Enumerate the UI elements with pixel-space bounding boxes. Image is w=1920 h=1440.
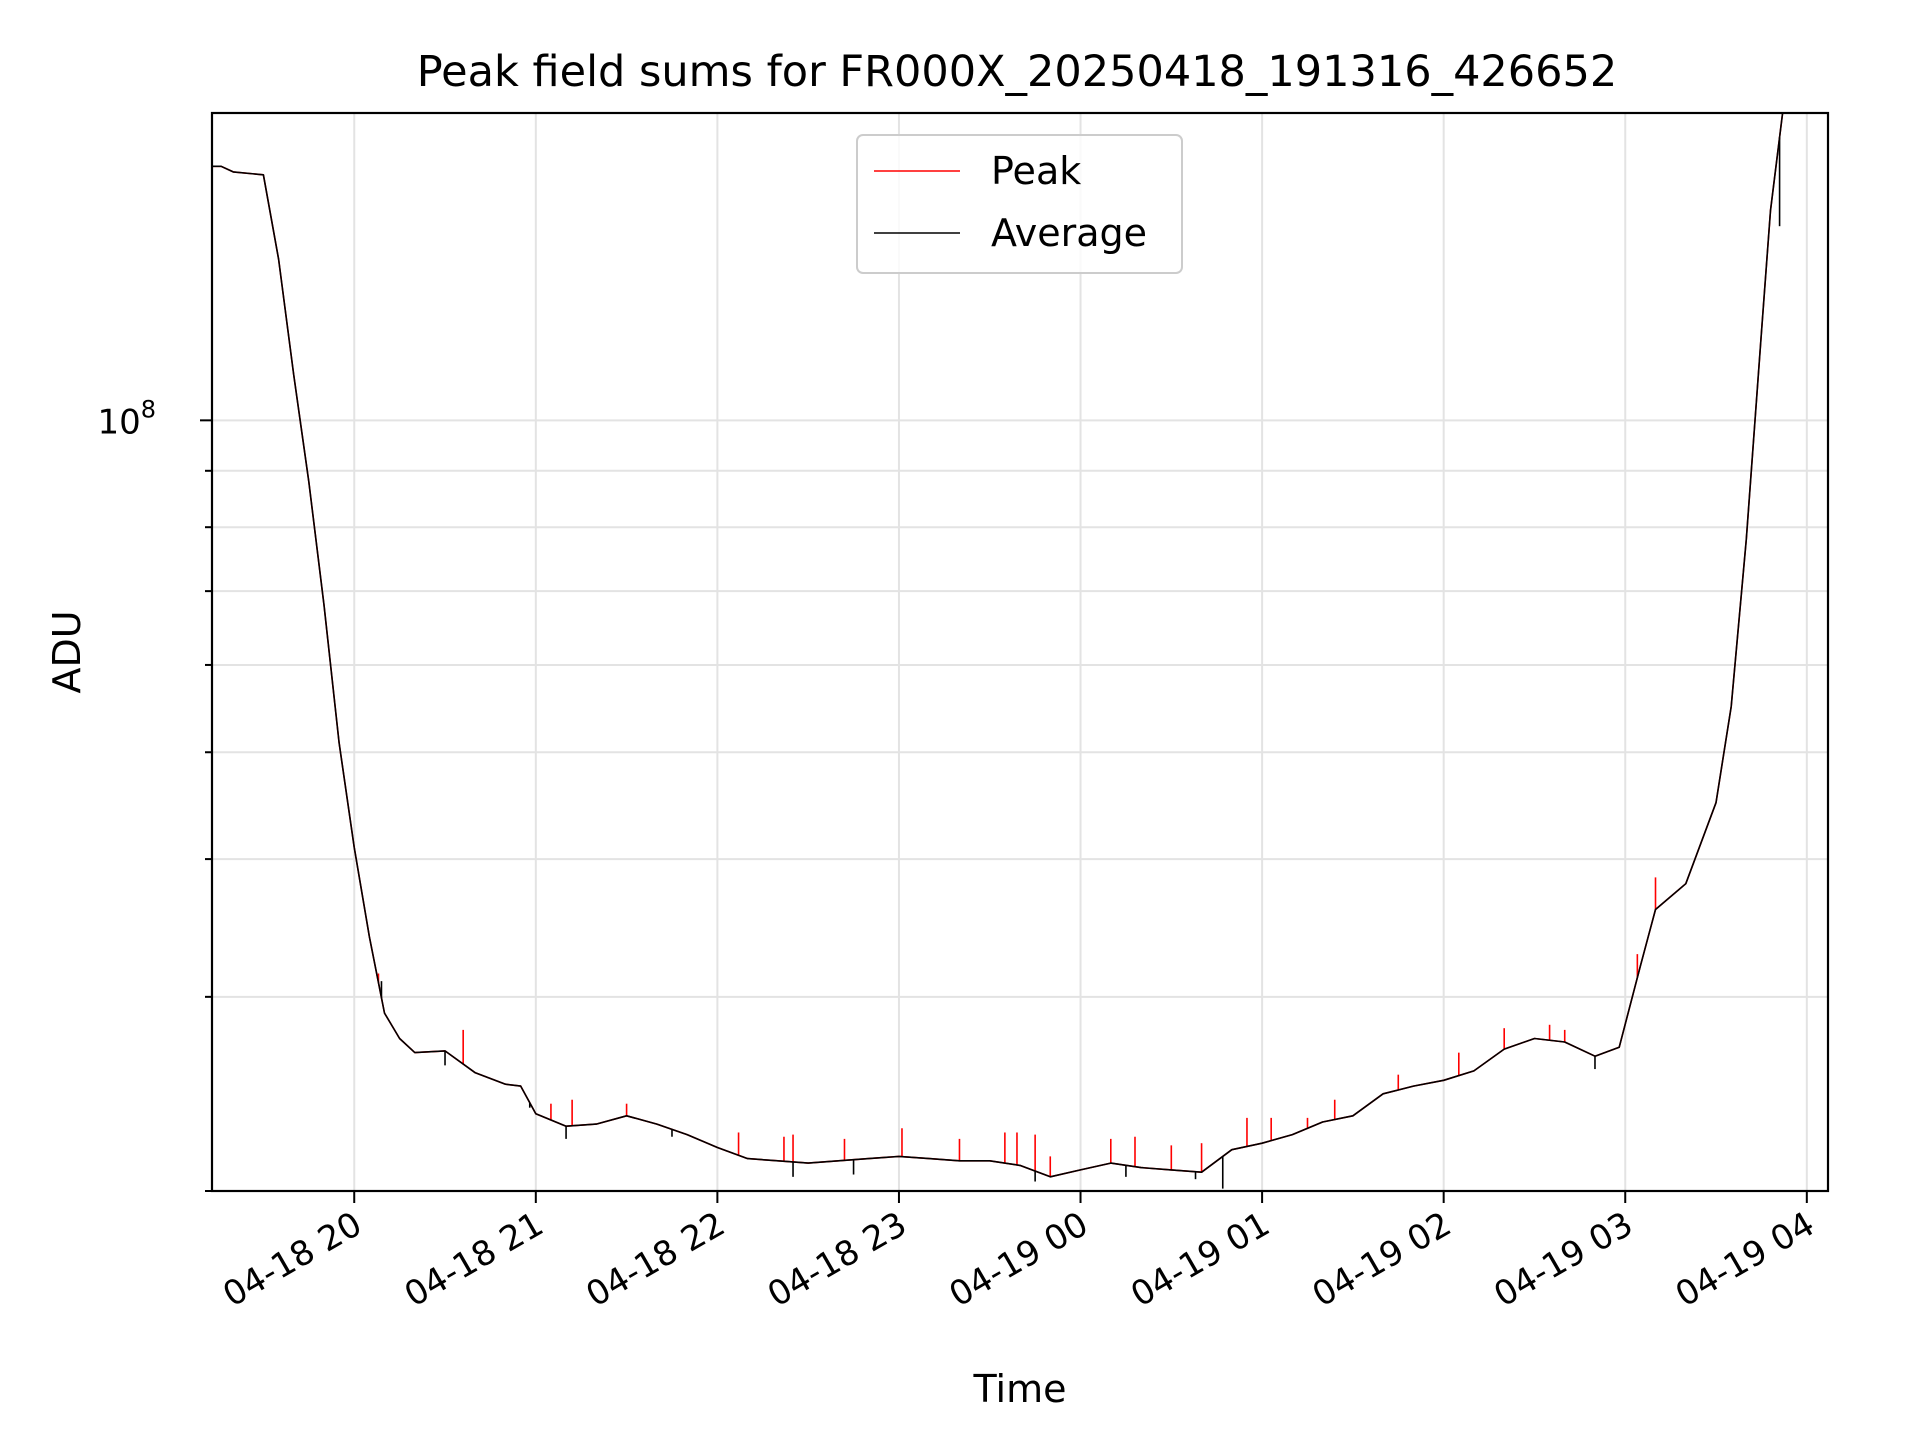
legend: Peak Average <box>856 134 1183 274</box>
legend-label-average: Average <box>991 211 1147 255</box>
legend-label-peak: Peak <box>991 149 1081 193</box>
legend-frame <box>856 134 1183 274</box>
x-gridlines <box>353 113 1808 1191</box>
plot-frame <box>210 111 1830 1193</box>
y-axis-label: ADU <box>45 610 89 693</box>
series-layer <box>212 113 1784 1189</box>
y-tick-label: 108 <box>97 395 156 442</box>
y-tick-label-exponent: 8 <box>141 395 156 423</box>
series-clip-group <box>212 113 1784 1189</box>
series-line-average <box>212 113 1784 1178</box>
y-axis-ticks: 108 <box>97 395 212 1192</box>
y-tick-label-base: 10 <box>97 402 140 442</box>
x-axis-label: Time <box>973 1367 1067 1411</box>
chart-title: Peak field sums for FR000X_20250418_1913… <box>417 47 1617 97</box>
